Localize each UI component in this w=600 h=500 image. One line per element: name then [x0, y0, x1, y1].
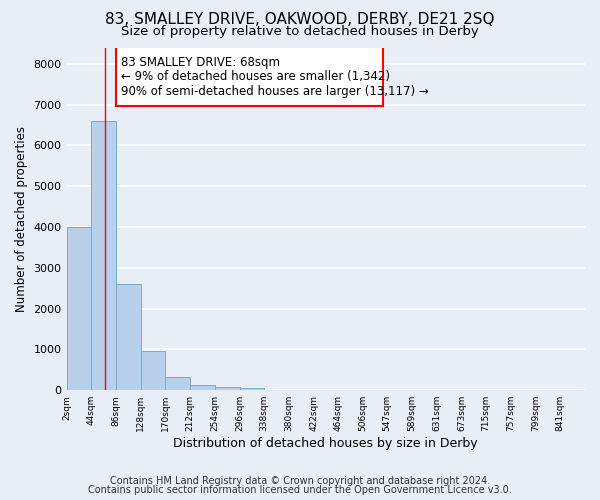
Bar: [239, 388, 264, 390]
X-axis label: Distribution of detached houses by size in Derby: Distribution of detached houses by size …: [173, 437, 478, 450]
Bar: [116, 44, 383, 106]
Text: Contains public sector information licensed under the Open Government Licence v3: Contains public sector information licen…: [88, 485, 512, 495]
Text: 90% of semi-detached houses are larger (13,117) →: 90% of semi-detached houses are larger (…: [121, 85, 428, 98]
Bar: [190, 386, 215, 390]
Text: Size of property relative to detached houses in Derby: Size of property relative to detached ho…: [121, 25, 479, 38]
Text: 83 SMALLEY DRIVE: 68sqm: 83 SMALLEY DRIVE: 68sqm: [121, 56, 280, 68]
Bar: [140, 352, 166, 390]
Bar: [67, 227, 91, 390]
Bar: [116, 284, 140, 390]
Bar: [166, 377, 190, 390]
Text: ← 9% of detached houses are smaller (1,342): ← 9% of detached houses are smaller (1,3…: [121, 70, 389, 83]
Y-axis label: Number of detached properties: Number of detached properties: [15, 126, 28, 312]
Bar: [215, 387, 239, 390]
Text: Contains HM Land Registry data © Crown copyright and database right 2024.: Contains HM Land Registry data © Crown c…: [110, 476, 490, 486]
Bar: [91, 121, 116, 390]
Text: 83, SMALLEY DRIVE, OAKWOOD, DERBY, DE21 2SQ: 83, SMALLEY DRIVE, OAKWOOD, DERBY, DE21 …: [105, 12, 495, 28]
